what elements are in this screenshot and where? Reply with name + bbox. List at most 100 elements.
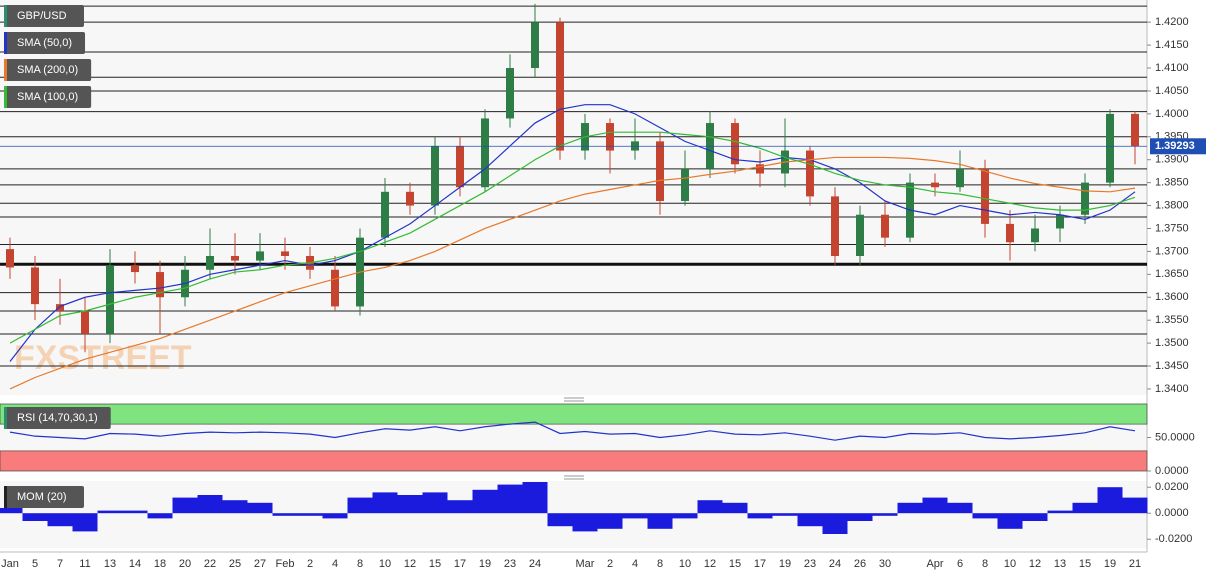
candle-body xyxy=(981,168,989,224)
x-tick-label: 26 xyxy=(854,558,866,570)
candle-body xyxy=(1031,228,1039,243)
watermark: FXSTREET xyxy=(14,339,192,377)
candle-body xyxy=(656,141,664,201)
candle-body xyxy=(956,168,964,188)
legend-label: MOM (20) xyxy=(17,491,67,503)
rsi-line xyxy=(9,421,1136,441)
y-tick-label: 1.3400 xyxy=(1155,383,1189,395)
y-tick-label: 0.0000 xyxy=(1155,507,1189,519)
x-tick-label: 6 xyxy=(957,558,963,570)
candle-body xyxy=(731,123,739,165)
legend-box xyxy=(4,59,92,81)
y-tick-label: 1.3600 xyxy=(1155,291,1189,303)
candle-body xyxy=(1081,182,1089,215)
mom-bar xyxy=(997,513,1023,529)
y-tick-label: 1.3850 xyxy=(1155,177,1189,189)
x-tick-label: 10 xyxy=(679,558,691,570)
mom-bar xyxy=(897,502,923,514)
y-tick-label: 1.4200 xyxy=(1155,16,1189,28)
x-tick-label: 8 xyxy=(657,558,663,570)
candle-body xyxy=(156,272,164,298)
candle-body xyxy=(556,22,564,151)
candle-body xyxy=(681,168,689,201)
x-tick-label: 11 xyxy=(79,558,90,570)
last-price-label: 1.39293 xyxy=(1155,140,1195,152)
candle-body xyxy=(406,191,414,206)
candle-body xyxy=(431,145,439,206)
x-tick-label: 15 xyxy=(1079,558,1091,570)
x-tick-label: 25 xyxy=(229,558,241,570)
x-tick-label: 13 xyxy=(104,558,116,570)
candle-body xyxy=(6,249,14,268)
candle-body xyxy=(831,196,839,256)
sma-line xyxy=(9,156,1136,390)
y-tick-label: 0.0000 xyxy=(1155,465,1189,477)
legend-swatch xyxy=(4,407,7,429)
candle-body xyxy=(856,214,864,256)
legend-swatch xyxy=(4,32,7,54)
x-tick-label: 12 xyxy=(704,558,716,570)
x-tick-label: Mar xyxy=(576,558,595,570)
mom-bar xyxy=(522,482,548,514)
x-tick-label: Jan xyxy=(1,558,19,570)
x-tick-label: 27 xyxy=(254,558,266,570)
mom-bar xyxy=(22,513,48,521)
candle-body xyxy=(381,191,389,238)
mom-bar xyxy=(147,513,173,519)
candle-body xyxy=(1106,113,1114,183)
y-tick-label: 1.4000 xyxy=(1155,108,1189,120)
mom-bar xyxy=(397,495,423,514)
candle-body xyxy=(456,145,464,188)
legend-label: SMA (200,0) xyxy=(17,64,78,76)
x-tick-label: 21 xyxy=(1129,558,1141,570)
x-tick-label: 23 xyxy=(804,558,816,570)
y-tick-label: 1.3900 xyxy=(1155,154,1189,166)
legend-label: SMA (50,0) xyxy=(17,37,72,49)
candle-body xyxy=(606,123,614,151)
legend-label: SMA (100,0) xyxy=(17,91,78,103)
mom-bar xyxy=(922,497,948,514)
mom-bar xyxy=(847,513,873,521)
mom-bar xyxy=(1097,487,1123,514)
candle-body xyxy=(756,164,764,174)
mom-bar xyxy=(972,513,998,519)
mom-bar xyxy=(597,513,623,529)
mom-bar xyxy=(822,513,848,534)
legend-box xyxy=(4,5,84,27)
candle-body xyxy=(281,251,289,256)
x-tick-label: 5 xyxy=(32,558,38,570)
candle-body xyxy=(81,311,89,334)
legend-box xyxy=(4,86,92,108)
candle-body xyxy=(131,265,139,273)
x-tick-label: 17 xyxy=(454,558,466,570)
mom-bar xyxy=(347,497,373,514)
legend-entry: SMA (50,0) xyxy=(4,32,86,54)
x-tick-label: 10 xyxy=(379,558,391,570)
legend-swatch xyxy=(4,59,7,81)
mom-bar xyxy=(697,500,723,514)
mom-bar xyxy=(772,513,798,516)
mom-bar xyxy=(372,492,398,514)
x-tick-label: 4 xyxy=(632,558,638,570)
legend-entry: GBP/USD xyxy=(4,5,84,27)
mom-bar xyxy=(422,492,448,514)
x-tick-label: 24 xyxy=(529,558,541,570)
x-tick-label: 12 xyxy=(404,558,416,570)
oversold-band xyxy=(0,450,1148,472)
legend-swatch xyxy=(4,486,7,508)
mom-bar xyxy=(72,513,98,532)
x-tick-label: 17 xyxy=(754,558,766,570)
candle-body xyxy=(806,150,814,197)
overbought-band xyxy=(0,403,1148,425)
mom-bar xyxy=(872,513,898,516)
candle-body xyxy=(106,265,114,334)
candle-body xyxy=(531,22,539,69)
legend-box xyxy=(4,32,86,54)
x-tick-label: 2 xyxy=(307,558,313,570)
candle-body xyxy=(1006,223,1014,243)
mom-bar xyxy=(272,513,298,516)
x-tick-label: 22 xyxy=(204,558,216,570)
mom-bar xyxy=(647,513,673,529)
y-tick-label: -0.0200 xyxy=(1155,533,1192,545)
last-price-box xyxy=(1150,138,1206,155)
